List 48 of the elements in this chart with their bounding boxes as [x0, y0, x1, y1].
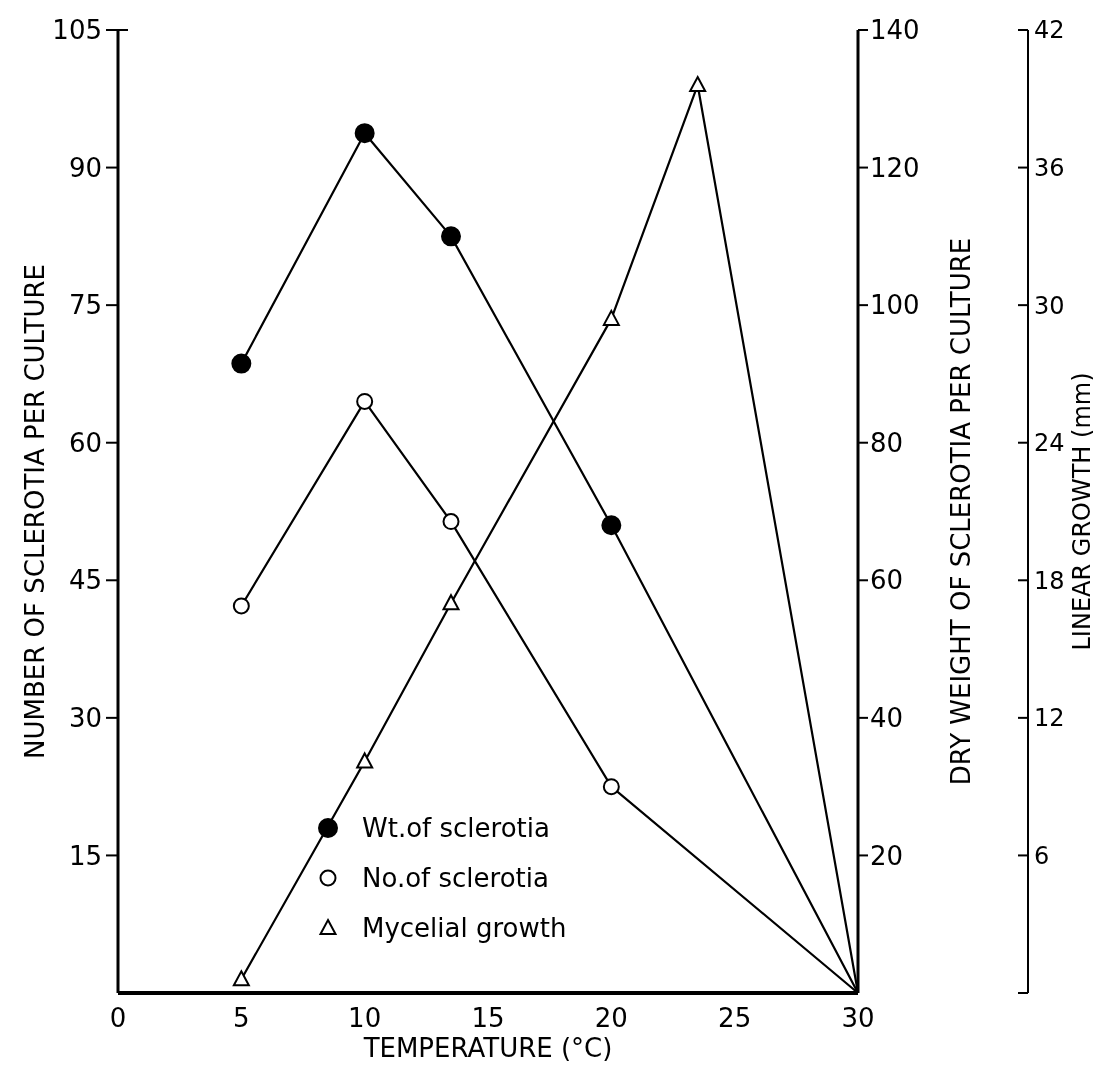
- y3-tick-label: 30: [1034, 291, 1065, 320]
- y3-tick-label: 42: [1034, 16, 1065, 45]
- point: [689, 76, 707, 93]
- x-tick-label: 30: [841, 1003, 875, 1033]
- y-tick-label: 75: [68, 290, 102, 321]
- y-tick-label: 45: [68, 565, 102, 596]
- x-tick-label: 10: [348, 1003, 382, 1033]
- legend-label: No.of sclerotia: [362, 863, 549, 894]
- y2-tick-label: 80: [870, 427, 904, 458]
- y2-tick-label: 140: [870, 15, 920, 46]
- y3-tick-label: 36: [1034, 153, 1065, 182]
- y3-tick-label: 24: [1034, 429, 1065, 458]
- y3-axis-title: LINEAR GROWTH (mm): [1068, 372, 1093, 651]
- x-tick-label: 15: [471, 1003, 505, 1033]
- y2-axis-title: DRY WEIGHT OF SCLEROTIA PER CULTURE: [946, 237, 976, 786]
- y-tick-label: 60: [68, 427, 102, 458]
- y2-tick-label: 100: [870, 290, 920, 321]
- y2-tick-label: 20: [870, 840, 904, 871]
- point: [601, 515, 622, 536]
- y-tick-label: 105: [52, 15, 102, 46]
- y2-tick-label: 120: [870, 152, 920, 183]
- point: [356, 752, 374, 769]
- x-axis-title: TEMPERATURE (°C): [362, 1033, 613, 1063]
- legend-label: Mycelial growth: [362, 913, 567, 944]
- point: [441, 226, 461, 247]
- x-tick-label: 20: [594, 1003, 628, 1033]
- legend-label: Wt.of sclerotia: [362, 813, 550, 844]
- point: [231, 353, 252, 374]
- point: [442, 513, 460, 531]
- point: [602, 778, 620, 796]
- y-tick-label: 15: [68, 840, 102, 871]
- point: [442, 594, 460, 611]
- y-tick-label: 30: [68, 702, 102, 733]
- y-tick-label: 90: [68, 152, 102, 183]
- point: [356, 392, 374, 410]
- x-tick-label: 5: [233, 1003, 250, 1033]
- point: [232, 597, 250, 615]
- x-tick-label: 0: [109, 1003, 127, 1033]
- y3-tick-label: 18: [1034, 566, 1065, 595]
- y-axis-title: NUMBER OF SCLEROTIA PER CULTURE: [20, 264, 50, 759]
- y3-tick-label: 6: [1034, 841, 1050, 870]
- point: [602, 309, 620, 326]
- y2-tick-label: 60: [870, 565, 904, 596]
- y3-tick-label: 12: [1034, 704, 1065, 733]
- point: [232, 970, 250, 987]
- point: [354, 123, 375, 144]
- x-tick-label: 25: [718, 1003, 752, 1033]
- y2-tick-label: 40: [870, 702, 904, 733]
